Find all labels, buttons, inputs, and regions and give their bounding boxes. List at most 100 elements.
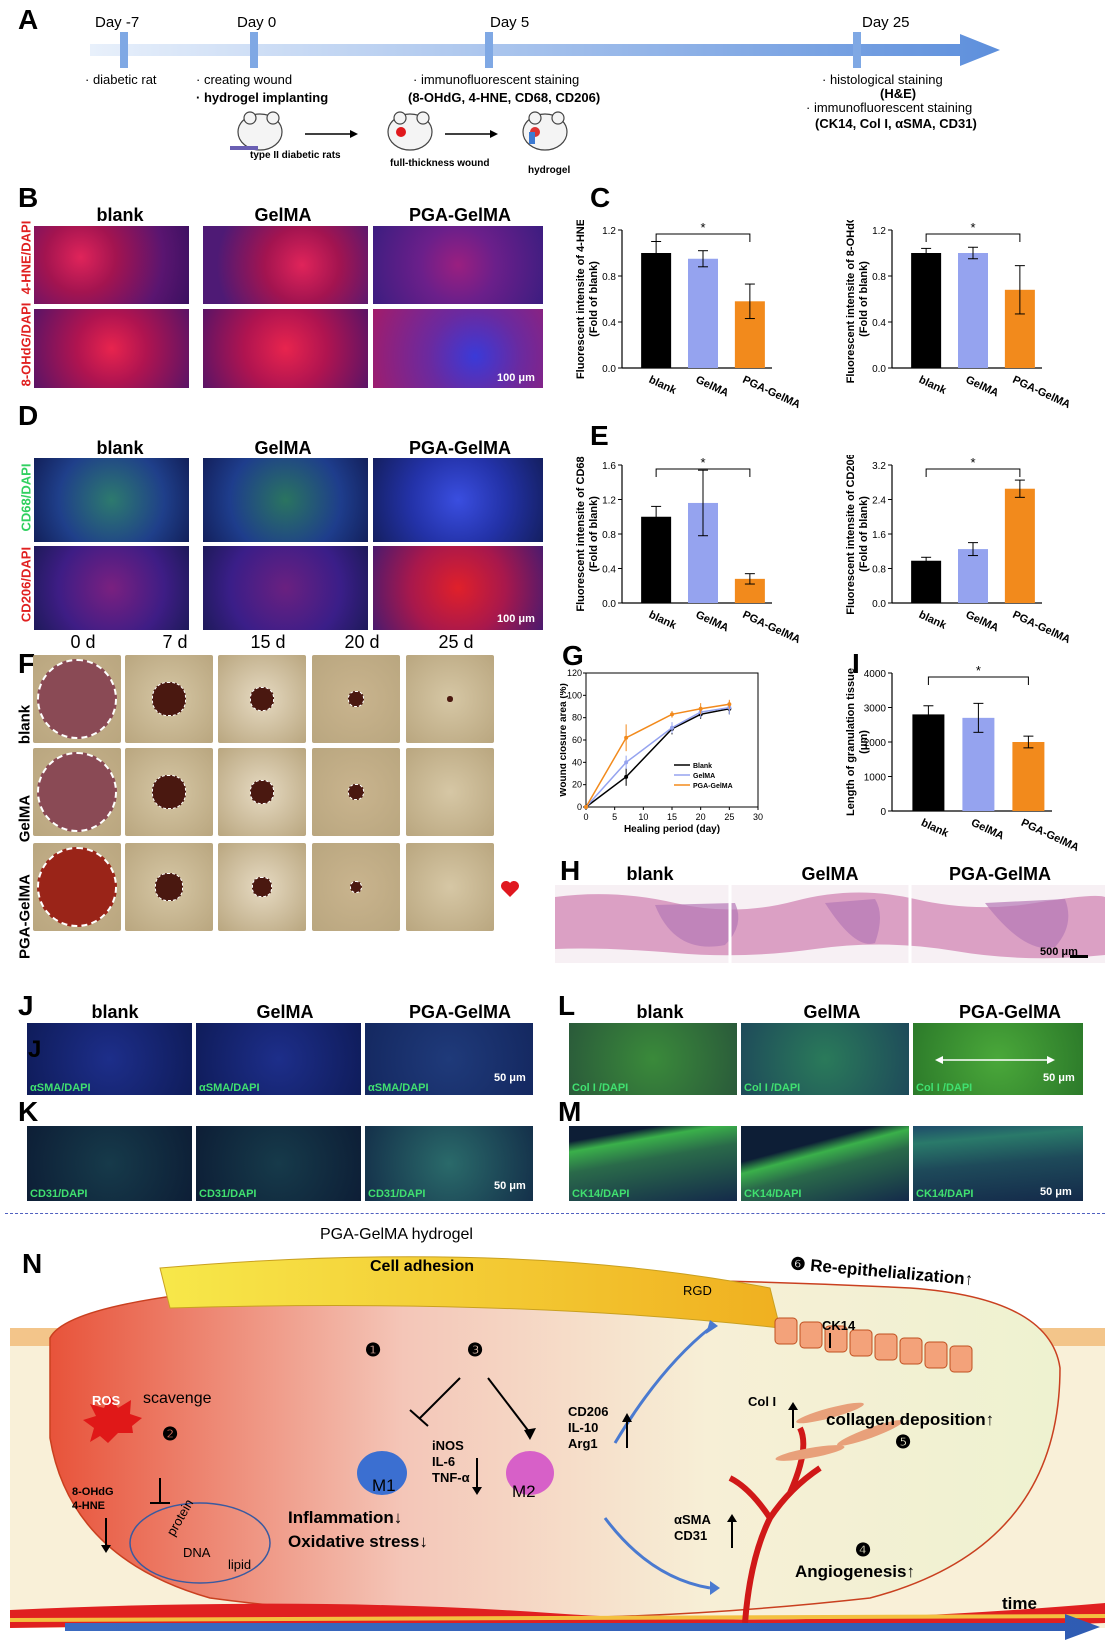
C2-bar-1 bbox=[958, 253, 988, 368]
g-line-1 bbox=[585, 706, 730, 808]
f-wound-photo-r1-c3 bbox=[312, 748, 400, 836]
C1-ylabel: Fluorescent intensite of 4-HNE(Fold of b… bbox=[575, 220, 600, 379]
n-m2-marker-2: IL-10 bbox=[568, 1420, 599, 1435]
chart-i-granulation: 0 1000 2000 3000 4000 blank GelMA PGA-GelMA * Len… bbox=[845, 665, 1081, 854]
l-group-pga: PGA-GelMA bbox=[958, 1002, 1061, 1022]
f-day-label-0: 0 d bbox=[70, 632, 96, 652]
b-micro-blank-8ohdg bbox=[34, 309, 189, 388]
l-micro-blank bbox=[569, 1023, 737, 1095]
f-wound-r2-c1 bbox=[155, 873, 183, 901]
C1-ytick-label-3: 1.2 bbox=[602, 226, 616, 237]
rat-sequence-illustration bbox=[230, 111, 568, 151]
time-arrow bbox=[65, 1614, 1100, 1640]
j-group-blank: blank bbox=[91, 1002, 139, 1022]
C1-ytick-label-0: 0.0 bbox=[602, 364, 616, 375]
E2-ytick-label-1: 0.8 bbox=[872, 565, 886, 576]
I-sig-bracket bbox=[927, 676, 1029, 685]
C1-ytick-label-2: 0.8 bbox=[602, 272, 616, 283]
d-scale-label: 100 μm bbox=[497, 613, 535, 625]
C1-sig-star: * bbox=[700, 220, 705, 235]
n-asma: αSMA bbox=[674, 1512, 711, 1527]
d-group-gelma: GelMA bbox=[254, 438, 312, 458]
panel-label-h: H bbox=[560, 855, 581, 886]
I-cat-label-0: blank bbox=[919, 817, 951, 840]
I-bar-2 bbox=[1012, 742, 1045, 811]
d-row-cd206: CD206/DAPI bbox=[18, 546, 34, 623]
day0-item-2: · hydrogel implanting bbox=[196, 90, 329, 105]
g-point-2-3 bbox=[698, 706, 703, 711]
m-scale-label: 50 μm bbox=[1040, 1186, 1072, 1198]
g-xtick-label-3: 15 bbox=[667, 812, 677, 822]
d-row-cd68: CD68/DAPI bbox=[18, 463, 34, 532]
g-ytick-label-1: 20 bbox=[572, 780, 582, 790]
m-marker-pga: CK14/DAPI bbox=[916, 1188, 974, 1200]
g-xtick-label-4: 20 bbox=[696, 812, 706, 822]
n-oxidative: Oxidative stress↓ bbox=[288, 1532, 428, 1551]
E2-sig-bracket bbox=[925, 468, 1021, 477]
C2-ylabel-line2: (Fold of blank) bbox=[858, 261, 870, 337]
E1-sig-bracket bbox=[655, 468, 751, 477]
n-inflammation-text: Inflammation bbox=[288, 1508, 394, 1527]
b-micro-gelma-4hne bbox=[203, 226, 368, 304]
n-time-label: time bbox=[1002, 1594, 1037, 1613]
g-ytick-label-0: 0 bbox=[577, 802, 582, 812]
f-wound-photo-r0-c1 bbox=[125, 655, 213, 743]
b-group-gelma: GelMA bbox=[254, 205, 312, 225]
n-cell-adhesion: Cell adhesion bbox=[370, 1258, 475, 1275]
g-point-2-1 bbox=[624, 735, 629, 740]
f-wound-r0-c4 bbox=[447, 696, 453, 702]
f-day-label-4: 25 d bbox=[438, 632, 474, 652]
f-scale-label: 5 mm bbox=[480, 945, 514, 960]
n-col1: Col I bbox=[748, 1394, 777, 1409]
f-wound-r0-c3 bbox=[348, 691, 364, 707]
I-ytick-label-0: 0 bbox=[880, 807, 886, 818]
C1-cat-label-0: blank bbox=[647, 374, 679, 397]
C2-ytick-label-2: 0.8 bbox=[872, 272, 886, 283]
C2-ytick-label-0: 0.0 bbox=[872, 364, 886, 375]
E2-ylabel-line1: Fluorescent intensite of CD206 bbox=[845, 455, 857, 615]
k-marker-gelma: CD31/DAPI bbox=[199, 1188, 257, 1200]
g-point-2-0 bbox=[584, 805, 588, 809]
n-step1: ❶ bbox=[365, 1340, 382, 1360]
f-wound-photo-r0-c2 bbox=[218, 655, 306, 743]
d-group-pga: PGA-GelMA bbox=[408, 438, 511, 458]
h-group-gelma: GelMA bbox=[801, 864, 859, 884]
n-step5: ❺ bbox=[895, 1432, 912, 1452]
m-micro-pga bbox=[913, 1126, 1083, 1201]
l-double-arrow bbox=[935, 1056, 1055, 1064]
C2-bar-0 bbox=[911, 253, 942, 368]
n-m1-marker-3: TNF-α bbox=[432, 1470, 470, 1485]
l-marker-pga: Col I /DAPI bbox=[916, 1082, 973, 1094]
g-xtick-label-2: 10 bbox=[638, 812, 648, 822]
E1-ylabel-line1: Fluorescent intensite of CD68 bbox=[575, 456, 587, 611]
n-8ohdg: 8-OHdG bbox=[72, 1486, 114, 1498]
f-wound-photo-r0-c0 bbox=[33, 655, 121, 743]
g-ytick-label-6: 120 bbox=[567, 668, 582, 678]
n-step4: ❹ bbox=[855, 1540, 872, 1560]
E1-cat-label-2: PGA-GelMA bbox=[741, 609, 803, 646]
rat-label-2: full-thickness wound bbox=[390, 158, 490, 169]
f-wound-photo-r0-c3 bbox=[312, 655, 400, 743]
rat-label-1: type II diabetic rats bbox=[250, 150, 341, 161]
f-wound-photo-r0-c4 bbox=[406, 655, 494, 743]
C1-ytick-label-1: 0.4 bbox=[602, 318, 616, 329]
day25-item-1: · histological staining bbox=[822, 72, 943, 87]
n-cd31: CD31 bbox=[674, 1528, 708, 1543]
d-micro-gelma-cd206 bbox=[203, 546, 368, 630]
b-scale-label: 100 μm bbox=[497, 372, 535, 384]
g-point-2-2 bbox=[670, 712, 674, 717]
n-m2-marker-1: CD206 bbox=[568, 1404, 609, 1419]
chart-e1-cd68: 0.0 0.4 0.8 1.2 1.6 blank GelMA PGA-GelMA * Fluor… bbox=[575, 455, 803, 646]
n-ck14: CK14 bbox=[822, 1318, 856, 1333]
C1-ylabel-line2: (Fold of blank) bbox=[588, 261, 600, 337]
m-micro-gelma bbox=[741, 1126, 909, 1201]
f-wound-r1-c0 bbox=[37, 752, 117, 832]
g-legend-label-2: PGA-GelMA bbox=[693, 783, 733, 790]
E2-cat-label-1: GelMA bbox=[964, 609, 1001, 635]
I-ylabel-line1: Length of granulation tissue bbox=[845, 668, 857, 816]
E2-bar-2 bbox=[1004, 488, 1035, 603]
n-dna: DNA bbox=[183, 1545, 211, 1560]
panel-label-g: G bbox=[562, 640, 584, 671]
b-micro-blank-4hne bbox=[34, 226, 189, 304]
f-wound-r2-c3 bbox=[349, 880, 363, 894]
